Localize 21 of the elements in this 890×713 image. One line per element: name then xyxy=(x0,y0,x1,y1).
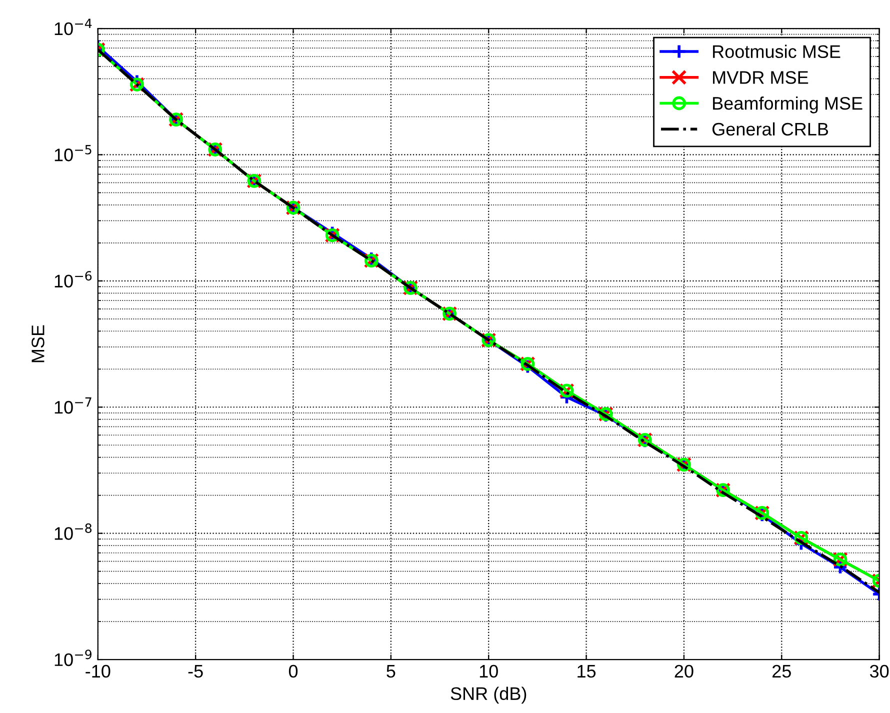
x-axis-title: SNR (dB) xyxy=(450,686,526,704)
x-tick-label: -5 xyxy=(188,665,203,678)
legend-label: MVDR MSE xyxy=(713,71,808,84)
x-tick-label: 20 xyxy=(674,664,694,678)
y-tick-label: 10$^{−4}$ xyxy=(54,18,92,36)
y-tick-label: 10$^{−7}$ xyxy=(54,397,92,414)
y-tick-label: 10$^{−6}$ xyxy=(54,271,92,288)
legend-label: Rootmusic MSE xyxy=(713,44,840,58)
y-tick-label: 10$^{−8}$ xyxy=(54,523,92,540)
x-tick-label: 5 xyxy=(386,665,396,678)
x-tick-label: 0 xyxy=(288,664,298,678)
y-axis-title: MSE xyxy=(32,325,44,362)
x-tick-label: 10 xyxy=(480,664,498,678)
y-tick-label: 10$^{−9}$ xyxy=(54,650,92,666)
x-tick-label: 30 xyxy=(870,664,889,678)
x-tick-label: 25 xyxy=(772,664,791,678)
y-tick-label: 10$^{−5}$ xyxy=(54,145,92,162)
legend-label: General CRLB xyxy=(712,122,828,136)
x-tick-label: 15 xyxy=(578,665,596,678)
legend-label: Beamforming MSE xyxy=(713,96,862,114)
x-tick-label: -10 xyxy=(86,664,110,678)
